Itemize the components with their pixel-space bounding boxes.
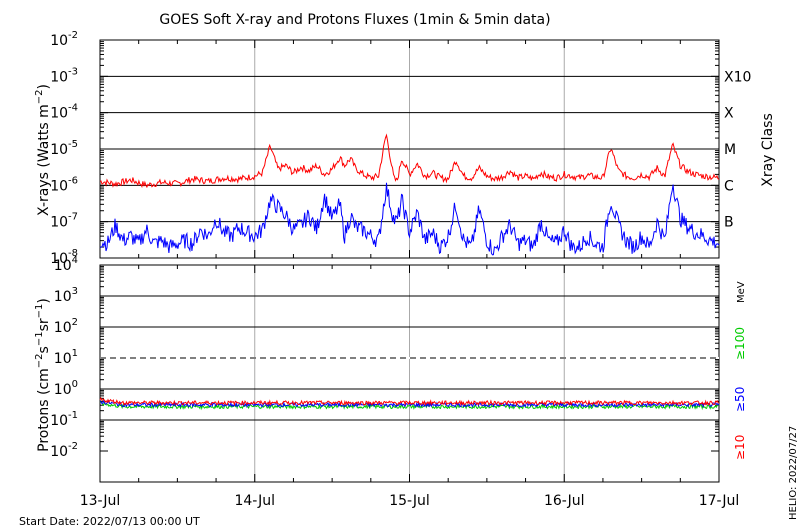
proton-line (99, 397, 720, 407)
xray-ylabel: X-rays (Watts m−2) (34, 84, 52, 216)
y-tick-label: 10-8 (50, 248, 78, 267)
y-tick-label: 10-6 (50, 175, 78, 194)
y-tick-label: 10-5 (50, 139, 78, 158)
y-tick-label: 10-4 (50, 103, 78, 122)
y-tick-label: 10-7 (50, 212, 78, 231)
xray-class-label: X (724, 106, 734, 122)
x-axis: 13-Jul 14-Jul 15-Jul 16-Jul 17-Jul (80, 40, 740, 509)
y-tick-label: 101 (54, 348, 78, 367)
y-tick-label: 102 (54, 317, 78, 336)
y-tick-label: 104 (54, 255, 78, 274)
chart-title: GOES Soft X-ray and Protons Fluxes (1min… (159, 12, 550, 28)
y-tick-label: 10-2 (50, 30, 78, 49)
y-tick-label: 10-2 (50, 441, 78, 460)
proton-line (99, 400, 720, 409)
energy-legend-entry: ≥10 (733, 435, 747, 460)
xray-class-label: B (724, 215, 734, 231)
start-date-label: Start Date: 2022/07/13 00:00 UT (19, 515, 200, 528)
y-tick-label: 10-3 (50, 66, 78, 85)
x-tick-label: 16-Jul (544, 493, 585, 509)
xray-class-title: Xray Class (760, 113, 776, 187)
xray-class-label: C (724, 178, 734, 194)
y-tick-label: 100 (54, 379, 78, 398)
credit-label: HELIO: 2022/07/27 (788, 426, 799, 520)
energy-legend-entry: ≥50 (733, 387, 747, 412)
energy-unit-label: MeV (736, 281, 747, 303)
proton-line (99, 400, 720, 411)
proton-panel: 10-2 10-1 100 101 102 103 104 Protons (cm−2s−1s… (34, 255, 747, 483)
y-tick-label: 10-1 (50, 410, 78, 429)
x-tick-label: 14-Jul (234, 493, 275, 509)
xray-short-line (99, 182, 720, 256)
xray-long-line (99, 133, 720, 189)
proton-ylabel: Protons (cm−2s−1sr−1) (34, 298, 52, 452)
xray-class-label: M (724, 142, 736, 158)
x-tick-label: 13-Jul (80, 493, 121, 509)
y-tick-label: 103 (54, 286, 78, 305)
xray-panel: 10-8 10-7 10-6 10-5 10-4 10-3 10-2 B C M X X10 Xray … (34, 30, 776, 267)
energy-legend-entry: ≥100 (733, 327, 747, 360)
xray-class-label: X10 (724, 69, 751, 85)
x-tick-label: 17-Jul (699, 493, 740, 509)
x-tick-label: 15-Jul (389, 493, 430, 509)
